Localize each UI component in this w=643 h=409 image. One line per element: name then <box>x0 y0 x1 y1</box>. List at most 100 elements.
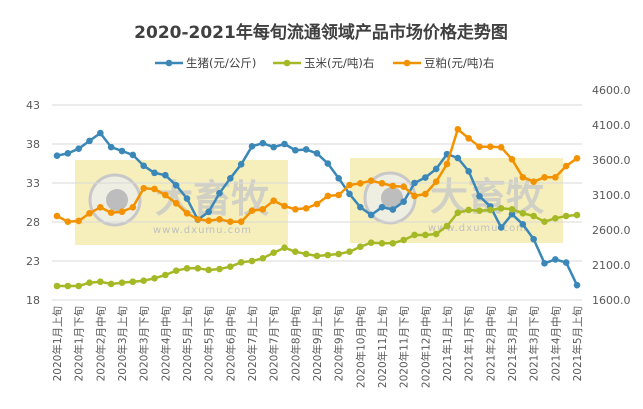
data-point <box>411 231 418 239</box>
legend: 生猪(元/公斤) 玉米(元/吨)右 豆粕(元/吨)右 <box>155 56 494 70</box>
x-axis: 2020年1月上旬 2020年1月下旬 2020年2月中旬 2020年3月上旬 2020… <box>51 306 584 388</box>
data-point <box>346 181 353 189</box>
data-point <box>53 282 61 290</box>
data-point <box>259 254 267 262</box>
data-point <box>422 174 429 181</box>
data-point <box>432 230 440 238</box>
data-point <box>378 240 386 247</box>
data-point <box>118 147 126 155</box>
x-tick-label: 2020年3月下旬 <box>138 306 151 381</box>
y-right-tick-label: 4600.0 <box>592 84 631 97</box>
data-point <box>335 175 342 182</box>
data-point <box>573 211 581 219</box>
data-point <box>281 140 288 148</box>
y-left-tick-label: 18 <box>26 294 40 307</box>
data-point <box>97 204 104 211</box>
y-right-tick-label: 3100.0 <box>592 189 631 202</box>
data-point <box>227 263 234 270</box>
x-tick-label: 2020年11月上旬 <box>376 306 389 388</box>
data-point <box>216 265 223 273</box>
legend-label: 玉米(元/吨)右 <box>304 56 374 70</box>
data-point <box>454 125 462 133</box>
data-point <box>151 275 158 282</box>
legend-item: 生猪(元/公斤) <box>155 56 256 70</box>
data-point <box>562 259 570 266</box>
data-point <box>519 209 527 217</box>
data-point <box>302 146 310 153</box>
watermark-logo-text: 大畜牧 <box>430 175 545 219</box>
data-point <box>172 200 180 207</box>
data-point <box>357 180 364 187</box>
data-point <box>508 205 516 213</box>
data-point <box>346 190 353 198</box>
data-point <box>313 150 321 157</box>
data-point <box>270 249 277 256</box>
data-point <box>519 221 527 228</box>
data-point <box>97 129 104 137</box>
logo-eye-icon <box>381 187 403 209</box>
data-point <box>357 243 364 251</box>
series-group <box>53 125 581 290</box>
data-point <box>335 250 342 258</box>
data-point <box>237 258 245 266</box>
y-left-tick-label: 28 <box>26 216 40 229</box>
data-point <box>237 218 245 225</box>
data-point <box>129 204 137 211</box>
data-point <box>216 189 223 197</box>
data-point <box>562 162 570 170</box>
data-point <box>530 212 537 220</box>
data-point <box>573 281 581 289</box>
data-point <box>497 205 505 212</box>
data-point <box>357 203 364 211</box>
data-point <box>487 206 494 214</box>
data-point <box>97 278 104 286</box>
x-tick-label: 2020年6月中旬 <box>224 306 237 381</box>
x-tick-label: 2020年1月上旬 <box>51 306 64 381</box>
data-point <box>454 154 462 162</box>
data-point <box>476 143 483 150</box>
data-point <box>411 179 418 187</box>
y-right-tick-label: 3600.0 <box>592 154 631 167</box>
data-point <box>64 150 72 157</box>
x-tick-label: 2020年9月上旬 <box>311 306 324 381</box>
data-point <box>162 171 169 179</box>
data-point <box>75 145 82 152</box>
data-point <box>194 215 202 223</box>
data-point <box>324 192 332 200</box>
legend-marker-icon <box>403 59 411 67</box>
x-tick-label: 2021年1月上旬 <box>441 306 454 381</box>
x-tick-label: 2020年7月下旬 <box>268 306 281 381</box>
y-left-tick-label: 23 <box>26 255 40 268</box>
y-right-tick-label: 2100.0 <box>592 259 631 272</box>
data-point <box>205 266 212 274</box>
data-point <box>64 218 72 225</box>
data-point <box>400 183 407 190</box>
x-tick-label: 2021年3月下旬 <box>528 306 541 381</box>
data-point <box>86 137 93 145</box>
data-point <box>422 190 429 198</box>
data-point <box>389 206 397 213</box>
legend-marker-icon <box>283 59 291 67</box>
data-point <box>389 182 397 190</box>
data-point <box>248 207 256 214</box>
series-3 <box>53 125 581 225</box>
data-point <box>313 200 321 208</box>
data-point <box>172 267 180 274</box>
data-point <box>541 218 548 225</box>
data-point <box>183 209 191 217</box>
x-tick-label: 2020年4月中旬 <box>159 306 172 381</box>
data-point <box>107 209 115 217</box>
data-point <box>107 280 115 288</box>
data-point <box>508 156 516 163</box>
data-point <box>367 177 375 185</box>
data-point <box>432 178 440 185</box>
data-point <box>248 143 256 150</box>
data-point <box>454 209 462 217</box>
series-1 <box>53 129 581 289</box>
legend-item: 豆粕(元/吨)右 <box>393 56 494 70</box>
data-point <box>487 143 494 150</box>
x-tick-label: 2020年12月中旬 <box>419 306 432 388</box>
data-point <box>497 224 505 231</box>
